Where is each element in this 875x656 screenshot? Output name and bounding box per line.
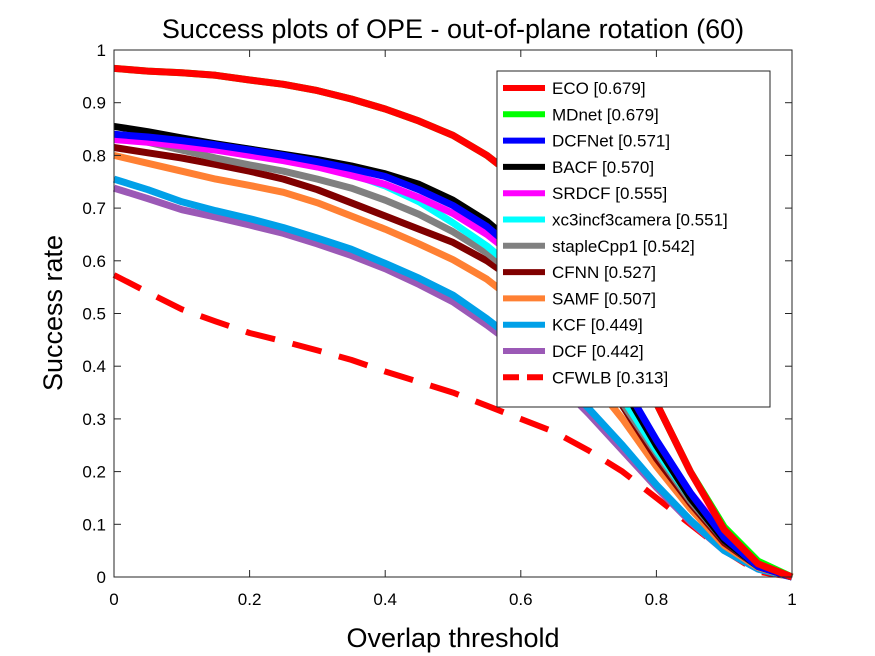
- legend-entry-label: stapleCpp1 [0.542]: [552, 237, 695, 256]
- y-tick-label: 0.6: [82, 252, 106, 271]
- legend-entry-label: BACF [0.570]: [552, 158, 654, 177]
- y-axis-label: Success rate: [38, 235, 68, 391]
- y-tick-label: 0.3: [82, 410, 106, 429]
- legend-entry-label: SAMF [0.507]: [552, 289, 656, 308]
- legend: ECO [0.679] MDnet [0.679] DCFNet [0.571] BA…: [496, 70, 771, 408]
- chart-title: Success plots of OPE - out-of-plane rota…: [162, 14, 744, 44]
- y-tick-label: 0.9: [82, 94, 106, 113]
- x-tick-label: 0.2: [238, 590, 262, 609]
- legend-entry-label: DCF [0.442]: [552, 342, 644, 361]
- legend-entry-label: DCFNet [0.571]: [552, 132, 670, 151]
- series-line-samf: [113, 151, 793, 581]
- y-tick-label: 0.4: [82, 357, 106, 376]
- x-axis-label: Overlap threshold: [346, 623, 559, 653]
- series-line-eco: [113, 64, 794, 581]
- x-tick-label: 0.8: [645, 590, 669, 609]
- series-line-kcf: [112, 175, 793, 581]
- legend-items: ECO [0.679] MDnet [0.679] DCFNet [0.571] BA…: [503, 79, 728, 387]
- legend-entry-label: KCF [0.449]: [552, 316, 643, 335]
- x-tick-label: 0.6: [509, 590, 533, 609]
- legend-entry-label: CFWLB [0.313]: [552, 368, 668, 387]
- y-tick-label: 0: [97, 568, 106, 587]
- series-line-dcfnet: [113, 130, 794, 581]
- y-tick-label: 1: [97, 41, 106, 60]
- x-tick-label: 1: [787, 590, 796, 609]
- y-tick-label: 0.7: [82, 199, 106, 218]
- series-layer: [112, 64, 794, 581]
- y-tick-label: 0.2: [82, 463, 106, 482]
- legend-entry-label: CFNN [0.527]: [552, 263, 656, 282]
- legend-entry-label: xc3incf3camera [0.551]: [552, 211, 728, 230]
- legend-entry-label: ECO [0.679]: [552, 79, 646, 98]
- y-tick-label: 0.1: [82, 515, 106, 534]
- legend-entry-label: SRDCF [0.555]: [552, 184, 667, 203]
- y-tick-label: 0.8: [82, 146, 106, 165]
- x-tick-label: 0: [109, 590, 118, 609]
- x-tick-label: 0.4: [373, 590, 397, 609]
- series-line-cfwlb: [112, 272, 793, 580]
- y-tick-label: 0.5: [82, 305, 106, 324]
- ticks-layer: 0 0.2 0.4 0.6 0.8 1 0 0.1 0.2 0.3 0.4 0.5 0.6 0.7 0.8 0…: [82, 41, 796, 609]
- legend-entry-label: MDnet [0.679]: [552, 105, 659, 124]
